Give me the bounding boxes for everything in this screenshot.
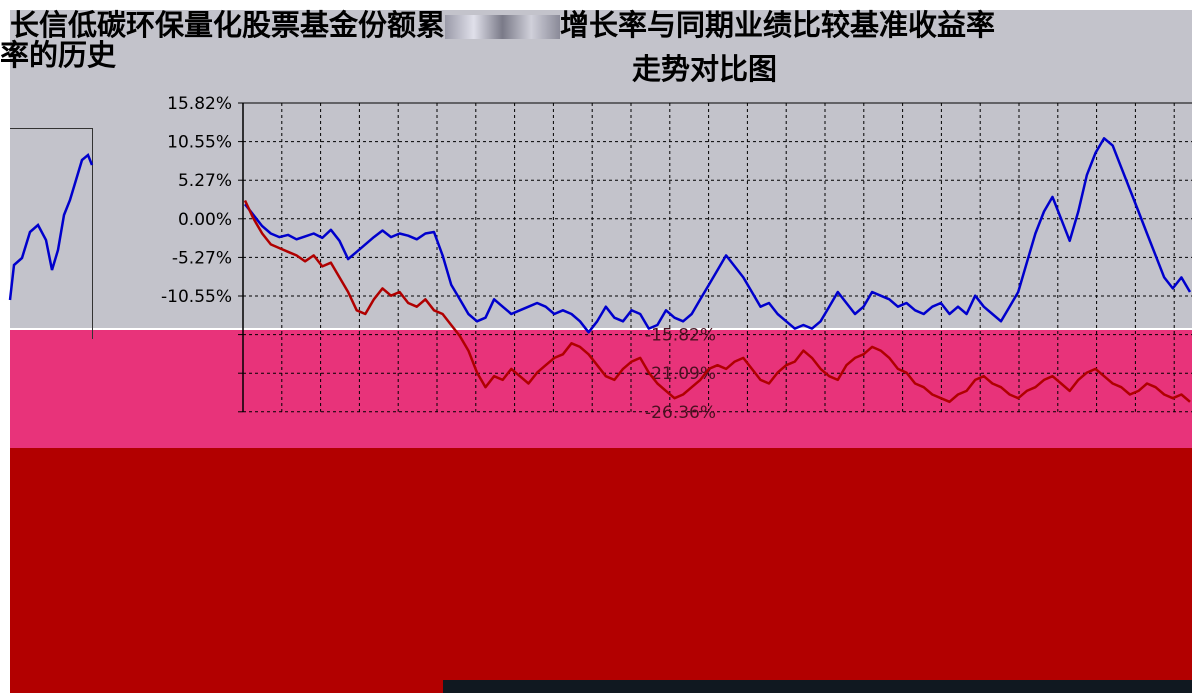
y-tick-label: 10.55%: [167, 133, 232, 153]
y-tick-label: -15.82%: [645, 326, 716, 346]
y-tick-label: -10.55%: [161, 287, 232, 307]
title-corrupted-gap: [445, 15, 561, 39]
y-tick-label: 5.27%: [178, 171, 232, 191]
left-mini-chart-frame: [10, 128, 93, 339]
y-tick-label: 0.00%: [178, 210, 232, 230]
fund-series-line: [244, 137, 1192, 334]
corrupted-strip-dark: [443, 680, 1192, 693]
y-tick-label: -5.27%: [172, 248, 232, 268]
benchmark-series-line: [243, 199, 1191, 404]
y-tick-label: -26.36%: [645, 403, 716, 423]
chart-title-line2: 走势对比图: [632, 52, 778, 86]
chart-title-line1-tail: 增长率与同期业绩比较基准收益率: [560, 8, 996, 42]
chart-title-line1-head: 长信低碳环保量化股票基金份额累: [10, 8, 446, 42]
y-tick-label: 15.82%: [167, 94, 232, 114]
y-tick-label: -21.09%: [645, 364, 716, 384]
chart-title-left-line2: 率的历史: [0, 38, 117, 72]
plot-background: [10, 10, 1192, 328]
left-fund-line-fragment: [8, 152, 94, 301]
corrupted-band-pink: [10, 330, 1192, 448]
chart-title-line1: 长信低碳环保量化股票基金份额累 增长率与同期业绩比较基准收益率: [10, 8, 995, 42]
corrupted-region-red: [10, 448, 1192, 693]
